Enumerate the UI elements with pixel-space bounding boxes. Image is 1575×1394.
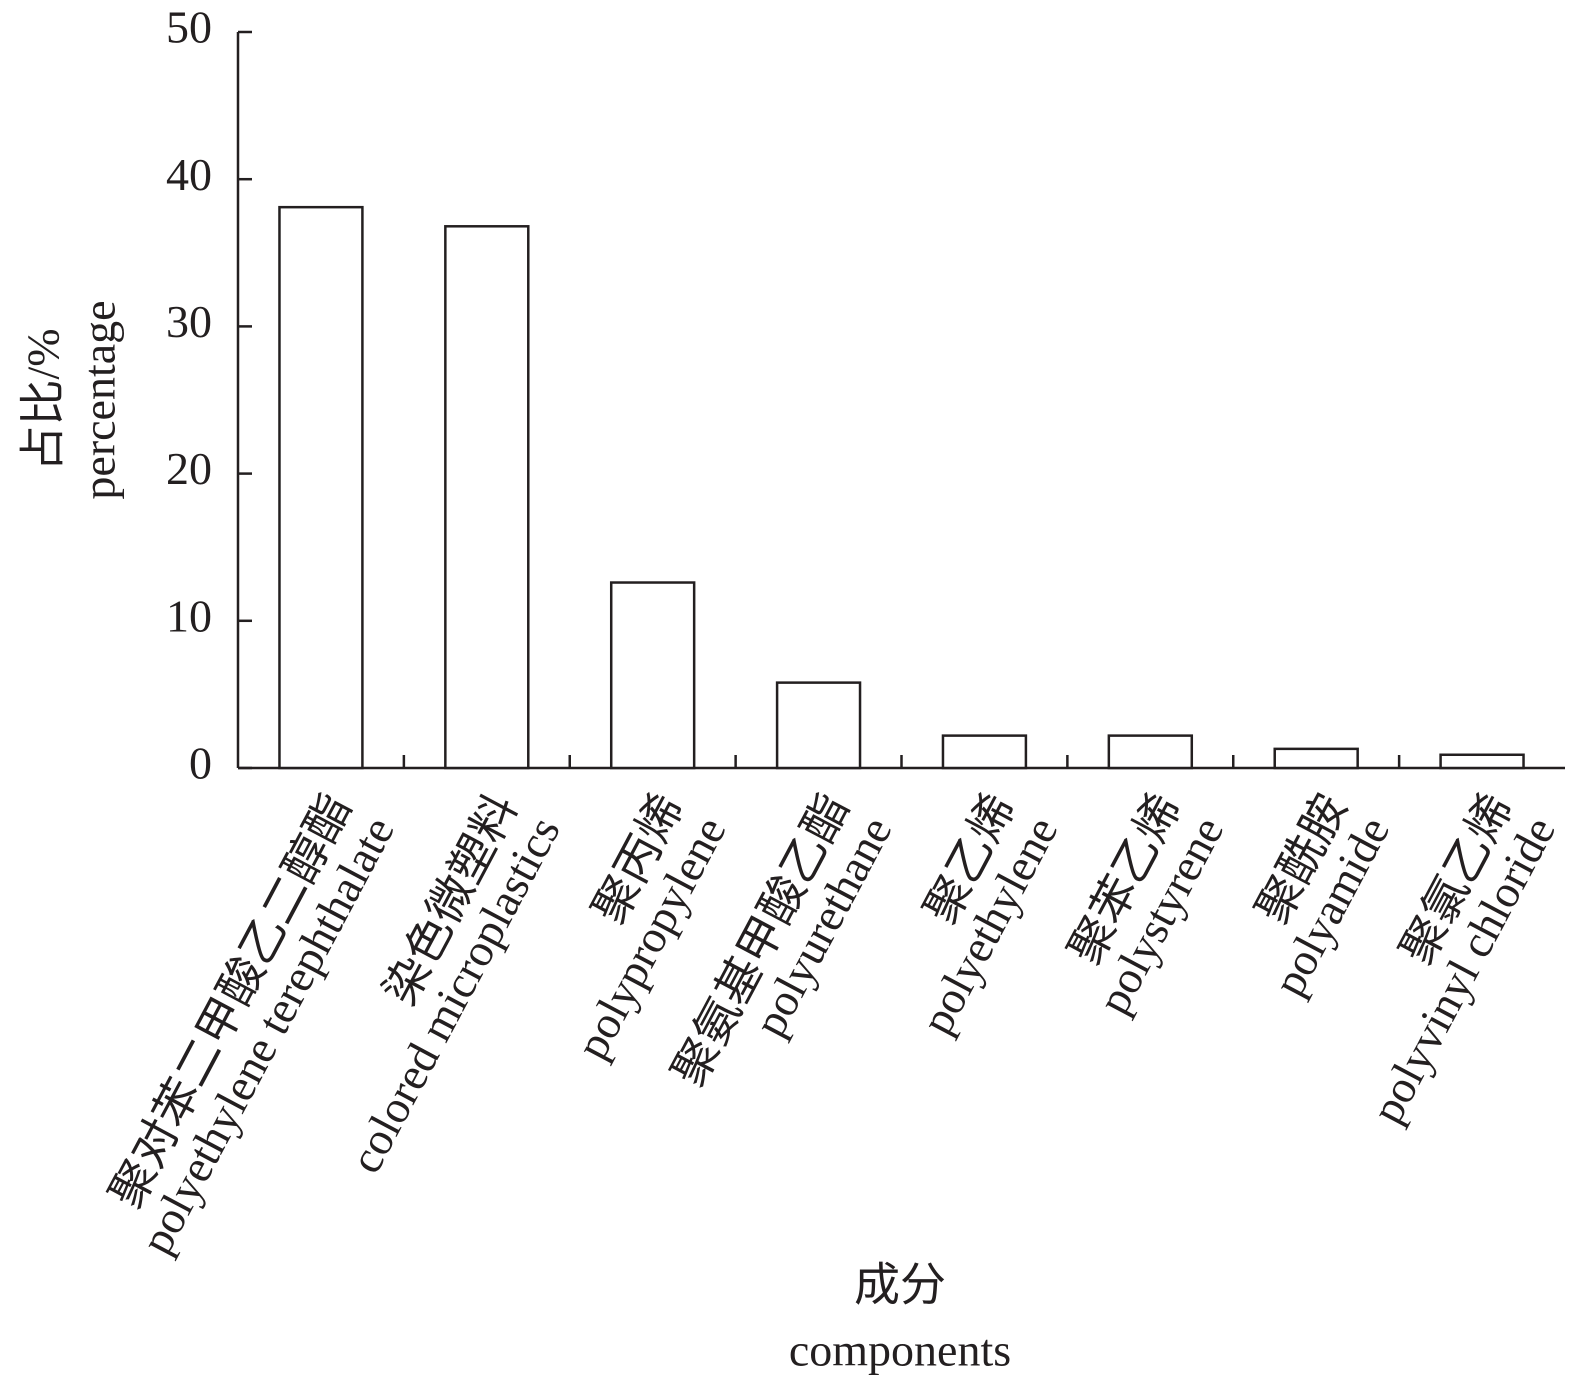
bar (609, 581, 696, 770)
y-tick-label: 50 (166, 2, 212, 53)
bar (1439, 753, 1525, 770)
y-tick-label: 40 (166, 149, 212, 200)
bar (775, 681, 862, 770)
y-tick-label: 10 (166, 590, 212, 641)
y-tick-label: 20 (166, 443, 212, 494)
y-tick-label: 30 (166, 296, 212, 347)
x-tick-label: 聚苯乙烯polystyrene (1045, 786, 1233, 1022)
x-tick-label: 聚乙烯polyethylene (868, 786, 1067, 1042)
bar (444, 225, 530, 770)
bar (1273, 747, 1359, 770)
bar (941, 734, 1028, 770)
x-axis-label: 成分 (854, 1260, 946, 1311)
x-tick-label: 聚对苯二甲酸乙二醇酯polyethylene terephthalate (88, 786, 404, 1262)
y-axis-label: 占比/% (18, 328, 69, 471)
x-axis-label-en: components (789, 1325, 1011, 1376)
bar (1107, 734, 1194, 770)
x-tick-label: 聚酰胺polyamide (1220, 786, 1399, 1004)
y-tick-label: 0 (189, 738, 212, 789)
bar (278, 205, 364, 770)
y-axis-label-en: percentage (74, 300, 125, 499)
